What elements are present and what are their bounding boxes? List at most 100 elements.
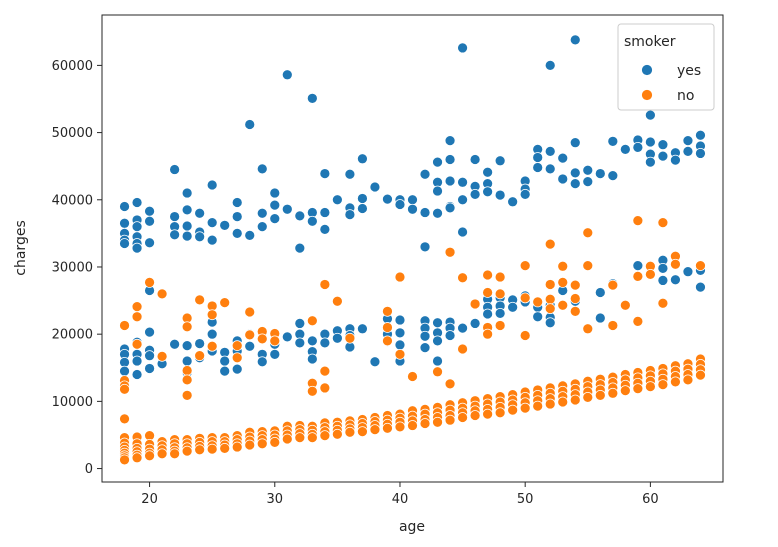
point-yes xyxy=(269,348,281,360)
point-no xyxy=(306,315,318,327)
point-yes xyxy=(569,178,581,190)
point-no xyxy=(319,279,331,290)
point-no xyxy=(244,329,256,341)
point-no xyxy=(607,387,619,399)
point-yes xyxy=(357,193,368,204)
legend-marker-no xyxy=(641,89,653,101)
y-tick-label: 30000 xyxy=(52,260,93,275)
point-yes xyxy=(519,189,531,200)
point-yes xyxy=(269,187,281,199)
point-yes xyxy=(119,201,130,212)
legend: smoker yes no xyxy=(617,23,715,111)
point-no xyxy=(219,297,231,308)
point-no xyxy=(457,412,468,423)
point-no xyxy=(544,279,556,290)
point-yes xyxy=(607,170,619,181)
point-yes xyxy=(657,262,669,274)
point-yes xyxy=(582,164,594,176)
point-yes xyxy=(357,203,368,214)
point-yes xyxy=(507,196,519,208)
point-yes xyxy=(657,139,669,151)
point-yes xyxy=(306,92,318,104)
point-no xyxy=(169,448,180,460)
point-yes xyxy=(469,189,481,200)
point-yes xyxy=(594,312,606,324)
point-no xyxy=(519,330,531,341)
point-no xyxy=(119,454,130,466)
point-no xyxy=(632,215,644,226)
point-yes xyxy=(231,228,243,239)
point-no xyxy=(332,428,343,440)
point-yes xyxy=(432,156,443,168)
point-yes xyxy=(131,242,143,254)
point-no xyxy=(645,381,656,392)
point-yes xyxy=(444,135,456,147)
point-no xyxy=(569,305,581,317)
point-yes xyxy=(119,217,130,229)
point-yes xyxy=(632,141,644,153)
point-yes xyxy=(632,260,644,272)
point-yes xyxy=(244,119,256,130)
point-yes xyxy=(319,337,331,349)
point-no xyxy=(582,323,594,335)
point-no xyxy=(231,340,243,351)
point-yes xyxy=(181,220,193,232)
point-yes xyxy=(507,301,519,313)
point-no xyxy=(231,441,243,453)
point-yes xyxy=(319,223,331,235)
point-no xyxy=(532,400,544,412)
point-yes xyxy=(457,176,468,188)
point-yes xyxy=(219,219,231,231)
point-no xyxy=(607,320,619,331)
point-yes xyxy=(181,204,193,216)
point-no xyxy=(156,448,168,460)
point-no xyxy=(181,374,193,386)
point-yes xyxy=(619,144,631,155)
point-yes xyxy=(306,353,318,365)
point-no xyxy=(507,404,519,416)
point-no xyxy=(682,374,694,386)
point-yes xyxy=(269,213,281,224)
point-no xyxy=(357,426,368,437)
y-tick-label: 10000 xyxy=(52,395,93,410)
y-tick-label: 20000 xyxy=(52,328,93,343)
point-no xyxy=(519,260,531,272)
point-yes xyxy=(494,189,506,201)
y-axis: 0 10000 20000 30000 40000 50000 60000 xyxy=(52,59,102,477)
point-no xyxy=(294,432,306,444)
point-yes xyxy=(432,355,443,367)
point-no xyxy=(306,432,318,444)
point-yes xyxy=(244,340,256,352)
point-no xyxy=(281,433,293,445)
point-yes xyxy=(332,332,343,344)
point-yes xyxy=(569,167,581,179)
point-no xyxy=(482,408,493,420)
point-no xyxy=(557,277,569,288)
point-yes xyxy=(532,162,544,173)
point-no xyxy=(369,424,381,435)
point-no xyxy=(382,305,393,317)
point-no xyxy=(407,420,418,431)
point-no xyxy=(344,426,356,438)
point-no xyxy=(544,293,556,305)
x-tick-label: 20 xyxy=(141,492,158,507)
point-no xyxy=(494,320,506,331)
point-no xyxy=(670,258,681,270)
point-yes xyxy=(494,155,506,167)
point-no xyxy=(181,321,193,333)
point-no xyxy=(544,398,556,410)
point-yes xyxy=(131,369,143,380)
point-no xyxy=(594,389,606,401)
point-yes xyxy=(357,153,368,165)
point-no xyxy=(557,299,569,311)
point-no xyxy=(544,303,556,315)
point-no xyxy=(194,294,206,306)
point-no xyxy=(544,238,556,250)
y-tick-label: 50000 xyxy=(52,126,93,141)
point-no xyxy=(557,396,569,408)
point-no xyxy=(695,369,706,381)
point-yes xyxy=(131,355,143,367)
x-tick-label: 60 xyxy=(642,492,659,507)
point-no xyxy=(632,383,644,394)
point-no xyxy=(494,407,506,419)
